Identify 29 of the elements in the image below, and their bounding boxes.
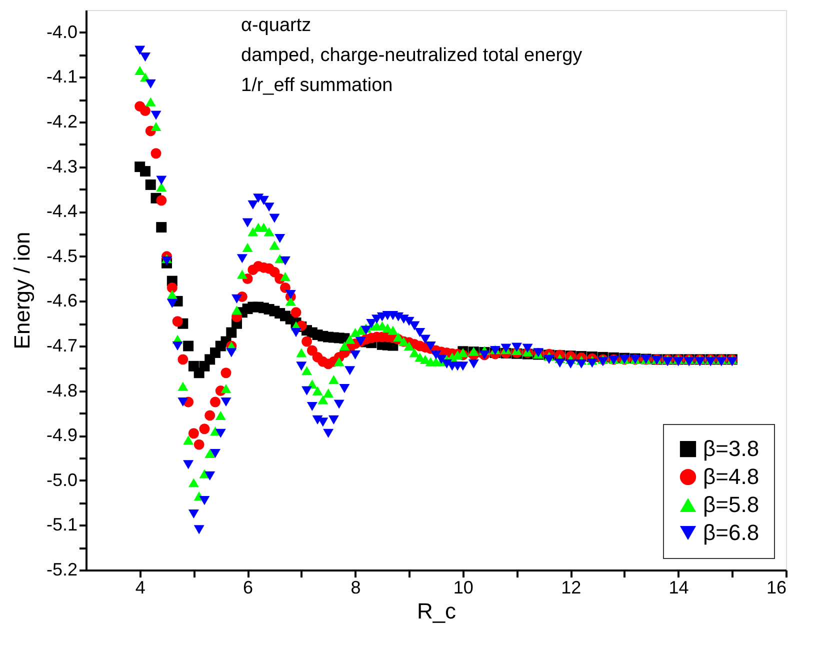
legend-label: β=3.8 [703, 436, 760, 461]
y-tick-label: -4.1 [46, 66, 78, 87]
legend-label: β=6.8 [703, 520, 760, 545]
x-axis-title: R_c [416, 598, 456, 624]
y-axis-title: Energy / ion [9, 232, 34, 350]
legend-label: β=4.8 [703, 464, 760, 489]
x-tick-label: 16 [766, 578, 786, 598]
annotation: α-quartz [241, 15, 312, 36]
y-tick-label: -4.9 [46, 425, 78, 446]
y-tick-label: -4.5 [46, 246, 78, 266]
annotation: damped, charge-neutralized total energy [241, 45, 583, 66]
x-tick-label: 14 [668, 578, 689, 598]
y-tick-label: -4.7 [46, 336, 78, 356]
y-tick-label: -4.0 [46, 22, 78, 42]
legend-label: β=5.8 [703, 492, 760, 517]
annotation: 1/r_eff summation [241, 75, 393, 96]
y-tick-label: -4.8 [46, 380, 78, 400]
y-tick-label: -5.2 [46, 560, 78, 580]
y-tick-label: -5.0 [46, 470, 78, 490]
x-tick-label: 12 [561, 578, 582, 598]
x-tick-label: 6 [243, 578, 254, 598]
y-tick-label: -4.6 [46, 290, 78, 311]
x-tick-label: 10 [453, 578, 474, 598]
x-tick-label: 4 [135, 578, 146, 598]
x-tick-label: 8 [350, 578, 361, 598]
y-tick-label: -4.4 [46, 201, 78, 222]
y-tick-label: -5.1 [46, 514, 78, 535]
y-tick-label: -4.2 [46, 112, 78, 132]
y-tick-label: -4.3 [46, 156, 78, 176]
